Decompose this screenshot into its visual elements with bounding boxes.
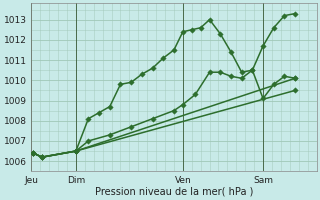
X-axis label: Pression niveau de la mer( hPa ): Pression niveau de la mer( hPa )	[95, 187, 253, 197]
